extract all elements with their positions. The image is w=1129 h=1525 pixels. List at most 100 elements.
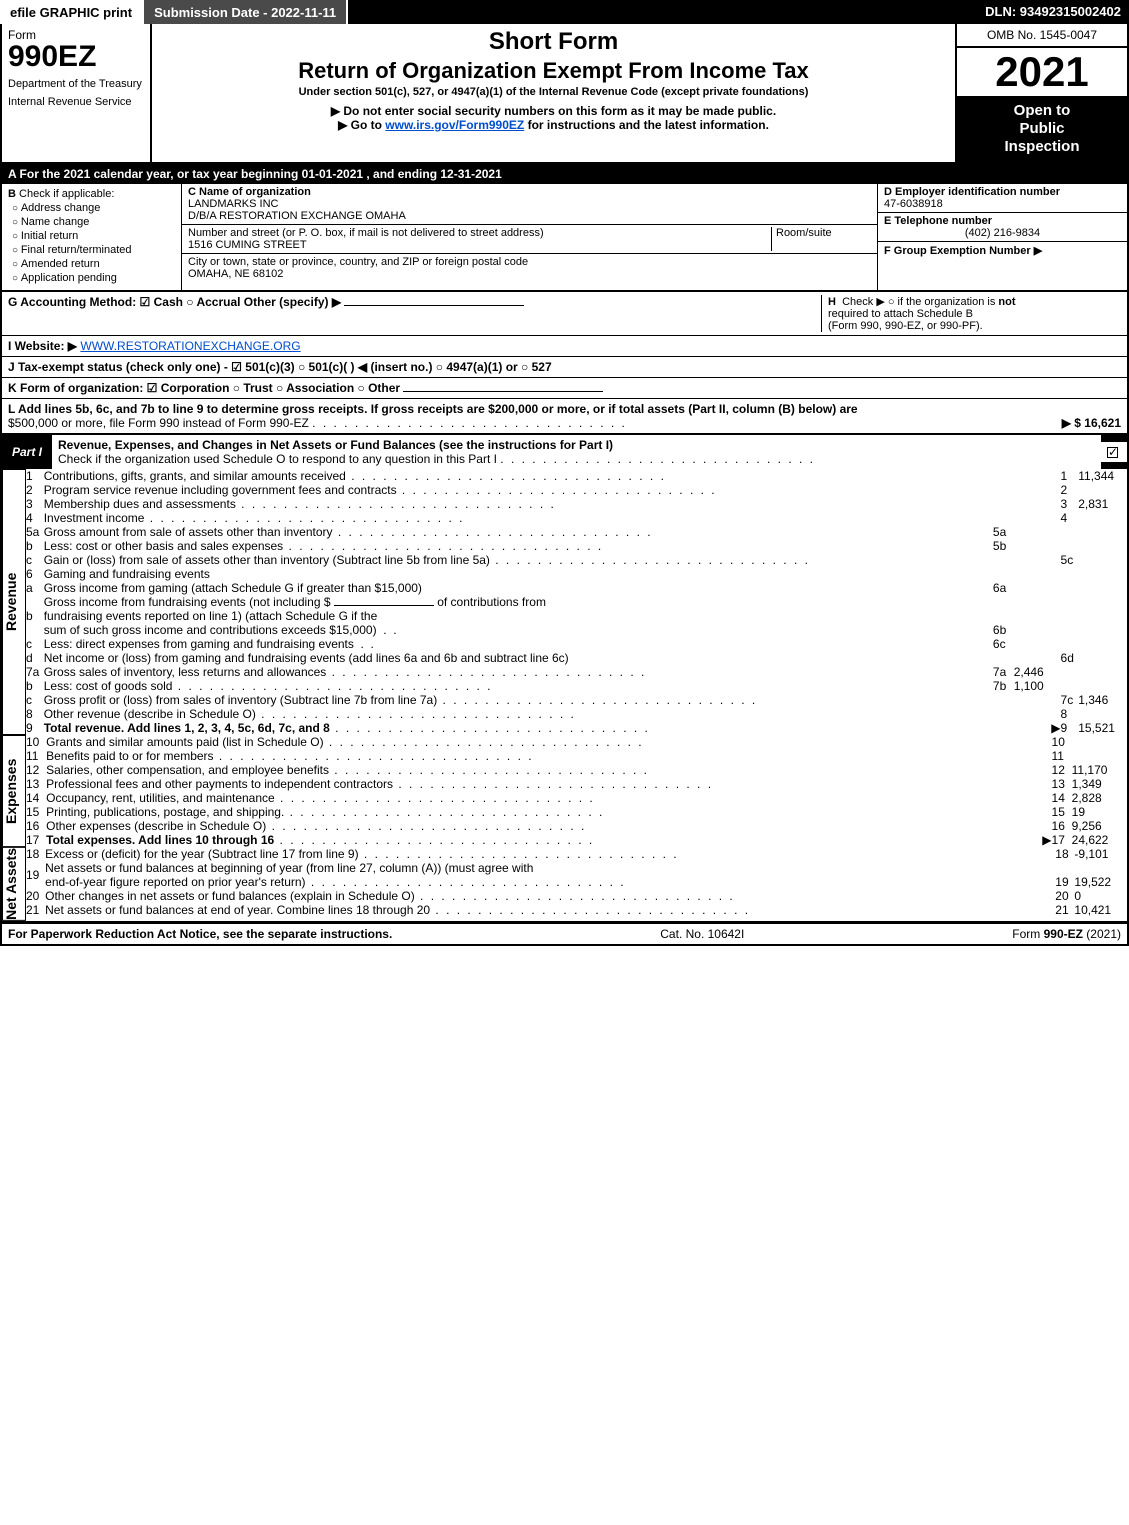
line-1-rn: 1	[1061, 469, 1079, 483]
line-6b-num: b	[26, 595, 44, 637]
entity-block: B Check if applicable: Address change Na…	[0, 184, 1129, 292]
irs-link[interactable]: www.irs.gov/Form990EZ	[385, 118, 524, 132]
line-6b-d3: sum of such gross income and contributio…	[44, 623, 377, 637]
line-6d-val	[1078, 651, 1127, 665]
h-text3: (Form 990, 990-EZ, or 990-PF).	[828, 320, 983, 332]
city-value: OMAHA, NE 68102	[188, 268, 283, 280]
footer-right-bold: 990-EZ	[1044, 927, 1083, 941]
line-15: 15 Printing, publications, postage, and …	[26, 805, 1127, 819]
line-2-desc: Program service revenue including govern…	[44, 483, 397, 497]
line-5a: 5a Gross amount from sale of assets othe…	[26, 525, 1127, 539]
website-link[interactable]: WWW.RESTORATIONEXCHANGE.ORG	[80, 339, 300, 353]
check-initial-return[interactable]: Initial return	[12, 230, 175, 242]
line-7b-iv: 1,100	[1014, 679, 1061, 693]
line-6-num: 6	[26, 567, 44, 581]
line-1-val: 11,344	[1078, 469, 1127, 483]
addr-label: Number and street (or P. O. box, if mail…	[188, 227, 544, 239]
check-amended-return[interactable]: Amended return	[12, 258, 175, 270]
l-text2: $500,000 or more, file Form 990 instead …	[8, 416, 309, 430]
net-assets-side-label: Net Assets	[2, 847, 26, 921]
line-21-num: 21	[26, 903, 45, 917]
line-8-rn: 8	[1061, 707, 1079, 721]
line-14-desc: Occupancy, rent, utilities, and maintena…	[46, 791, 275, 805]
line-4: 4 Investment income 4	[26, 511, 1127, 525]
line-5ab-shade	[1061, 525, 1079, 553]
b-label: B	[8, 188, 16, 200]
line-9-desc: Total revenue. Add lines 1, 2, 3, 4, 5c,…	[44, 721, 330, 735]
line-15-val: 19	[1072, 805, 1127, 819]
line-19-d2: end-of-year figure reported on prior yea…	[45, 875, 305, 889]
line-10-rn: 10	[1052, 735, 1072, 749]
line-14: 14 Occupancy, rent, utilities, and maint…	[26, 791, 1127, 805]
short-form-title: Short Form	[160, 28, 947, 56]
section-d-e-f: D Employer identification number 47-6038…	[877, 184, 1127, 290]
header-left: Form 990EZ Department of the Treasury In…	[2, 24, 152, 162]
line-18-num: 18	[26, 847, 45, 861]
check-name-change[interactable]: Name change	[12, 216, 175, 228]
line-5a-num: 5a	[26, 525, 44, 539]
dept-irs: Internal Revenue Service	[8, 96, 144, 108]
line-11: 11 Benefits paid to or for members 11	[26, 749, 1127, 763]
line-9-rn: 9	[1061, 721, 1079, 735]
line-6d-num: d	[26, 651, 44, 665]
line-6b-3: sum of such gross income and contributio…	[26, 623, 1127, 637]
submission-tab: Submission Date - 2022-11-11	[144, 0, 348, 24]
dln: DLN: 93492315002402	[977, 0, 1129, 24]
h-not: not	[998, 296, 1015, 308]
line-12-val: 11,170	[1072, 763, 1127, 777]
check-final-return[interactable]: Final return/terminated	[12, 244, 175, 256]
f-label: F Group Exemption Number ▶	[884, 245, 1042, 257]
form-title: Return of Organization Exempt From Incom…	[160, 58, 947, 84]
line-21-rn: 21	[1055, 903, 1074, 917]
line-21-desc: Net assets or fund balances at end of ye…	[45, 903, 430, 917]
line-8: 8 Other revenue (describe in Schedule O)…	[26, 707, 1127, 721]
org-name-1: LANDMARKS INC	[188, 198, 278, 210]
line-2-num: 2	[26, 483, 44, 497]
line-2-rn: 2	[1061, 483, 1079, 497]
line-10-num: 10	[26, 735, 46, 749]
line-20-desc: Other changes in net assets or fund bala…	[45, 889, 415, 903]
line-12-desc: Salaries, other compensation, and employ…	[46, 763, 329, 777]
line-3: 3 Membership dues and assessments 3 2,83…	[26, 497, 1127, 511]
part-1-check[interactable]	[1101, 442, 1127, 462]
under-section: Under section 501(c), 527, or 4947(a)(1)…	[160, 86, 947, 98]
line-6c-iv	[1014, 637, 1061, 651]
line-6b-d1b: of contributions from	[437, 595, 546, 609]
line-6b-d1: Gross income from fundraising events (no…	[44, 595, 331, 609]
footer-center: Cat. No. 10642I	[660, 927, 744, 941]
line-20-num: 20	[26, 889, 45, 903]
line-7b-num: b	[26, 679, 44, 693]
line-6a-iv	[1014, 581, 1061, 595]
line-5c-val	[1078, 553, 1127, 567]
check-application-pending[interactable]: Application pending	[12, 272, 175, 284]
line-6d-rn: 6d	[1061, 651, 1079, 665]
check-address-change[interactable]: Address change	[12, 202, 175, 214]
line-6b-in: 6b	[993, 623, 1014, 637]
line-5a-iv	[1014, 525, 1061, 539]
i-label: I Website: ▶	[8, 339, 77, 353]
line-11-rn: 11	[1052, 749, 1072, 763]
line-6-shade	[1061, 567, 1079, 651]
line-21: 21 Net assets or fund balances at end of…	[26, 903, 1127, 917]
line-6c-desc: Less: direct expenses from gaming and fu…	[44, 637, 354, 651]
line-1-num: 1	[26, 469, 44, 483]
link-pre: ▶ Go to	[338, 118, 385, 132]
line-6-desc: Gaming and fundraising events	[44, 567, 1061, 581]
revenue-side-label: Revenue	[2, 469, 26, 735]
line-7a-in: 7a	[993, 665, 1014, 679]
room-label: Room/suite	[776, 227, 832, 239]
line-1: 1 Contributions, gifts, grants, and simi…	[26, 469, 1127, 483]
line-15-desc: Printing, publications, postage, and shi…	[46, 805, 284, 819]
form-number: 990EZ	[8, 42, 144, 72]
line-3-desc: Membership dues and assessments	[44, 497, 236, 511]
line-6: 6 Gaming and fundraising events	[26, 567, 1127, 581]
line-2-val	[1078, 483, 1127, 497]
city-label: City or town, state or province, country…	[188, 256, 528, 268]
line-16-desc: Other expenses (describe in Schedule O)	[46, 819, 266, 833]
line-19-shade	[1055, 861, 1074, 875]
part-1-title-wrap: Revenue, Expenses, and Changes in Net As…	[52, 435, 1101, 469]
line-13-desc: Professional fees and other payments to …	[46, 777, 393, 791]
line-20-val: 0	[1074, 889, 1127, 903]
d-label: D Employer identification number	[884, 186, 1060, 198]
omb-number: OMB No. 1545-0047	[957, 24, 1127, 48]
